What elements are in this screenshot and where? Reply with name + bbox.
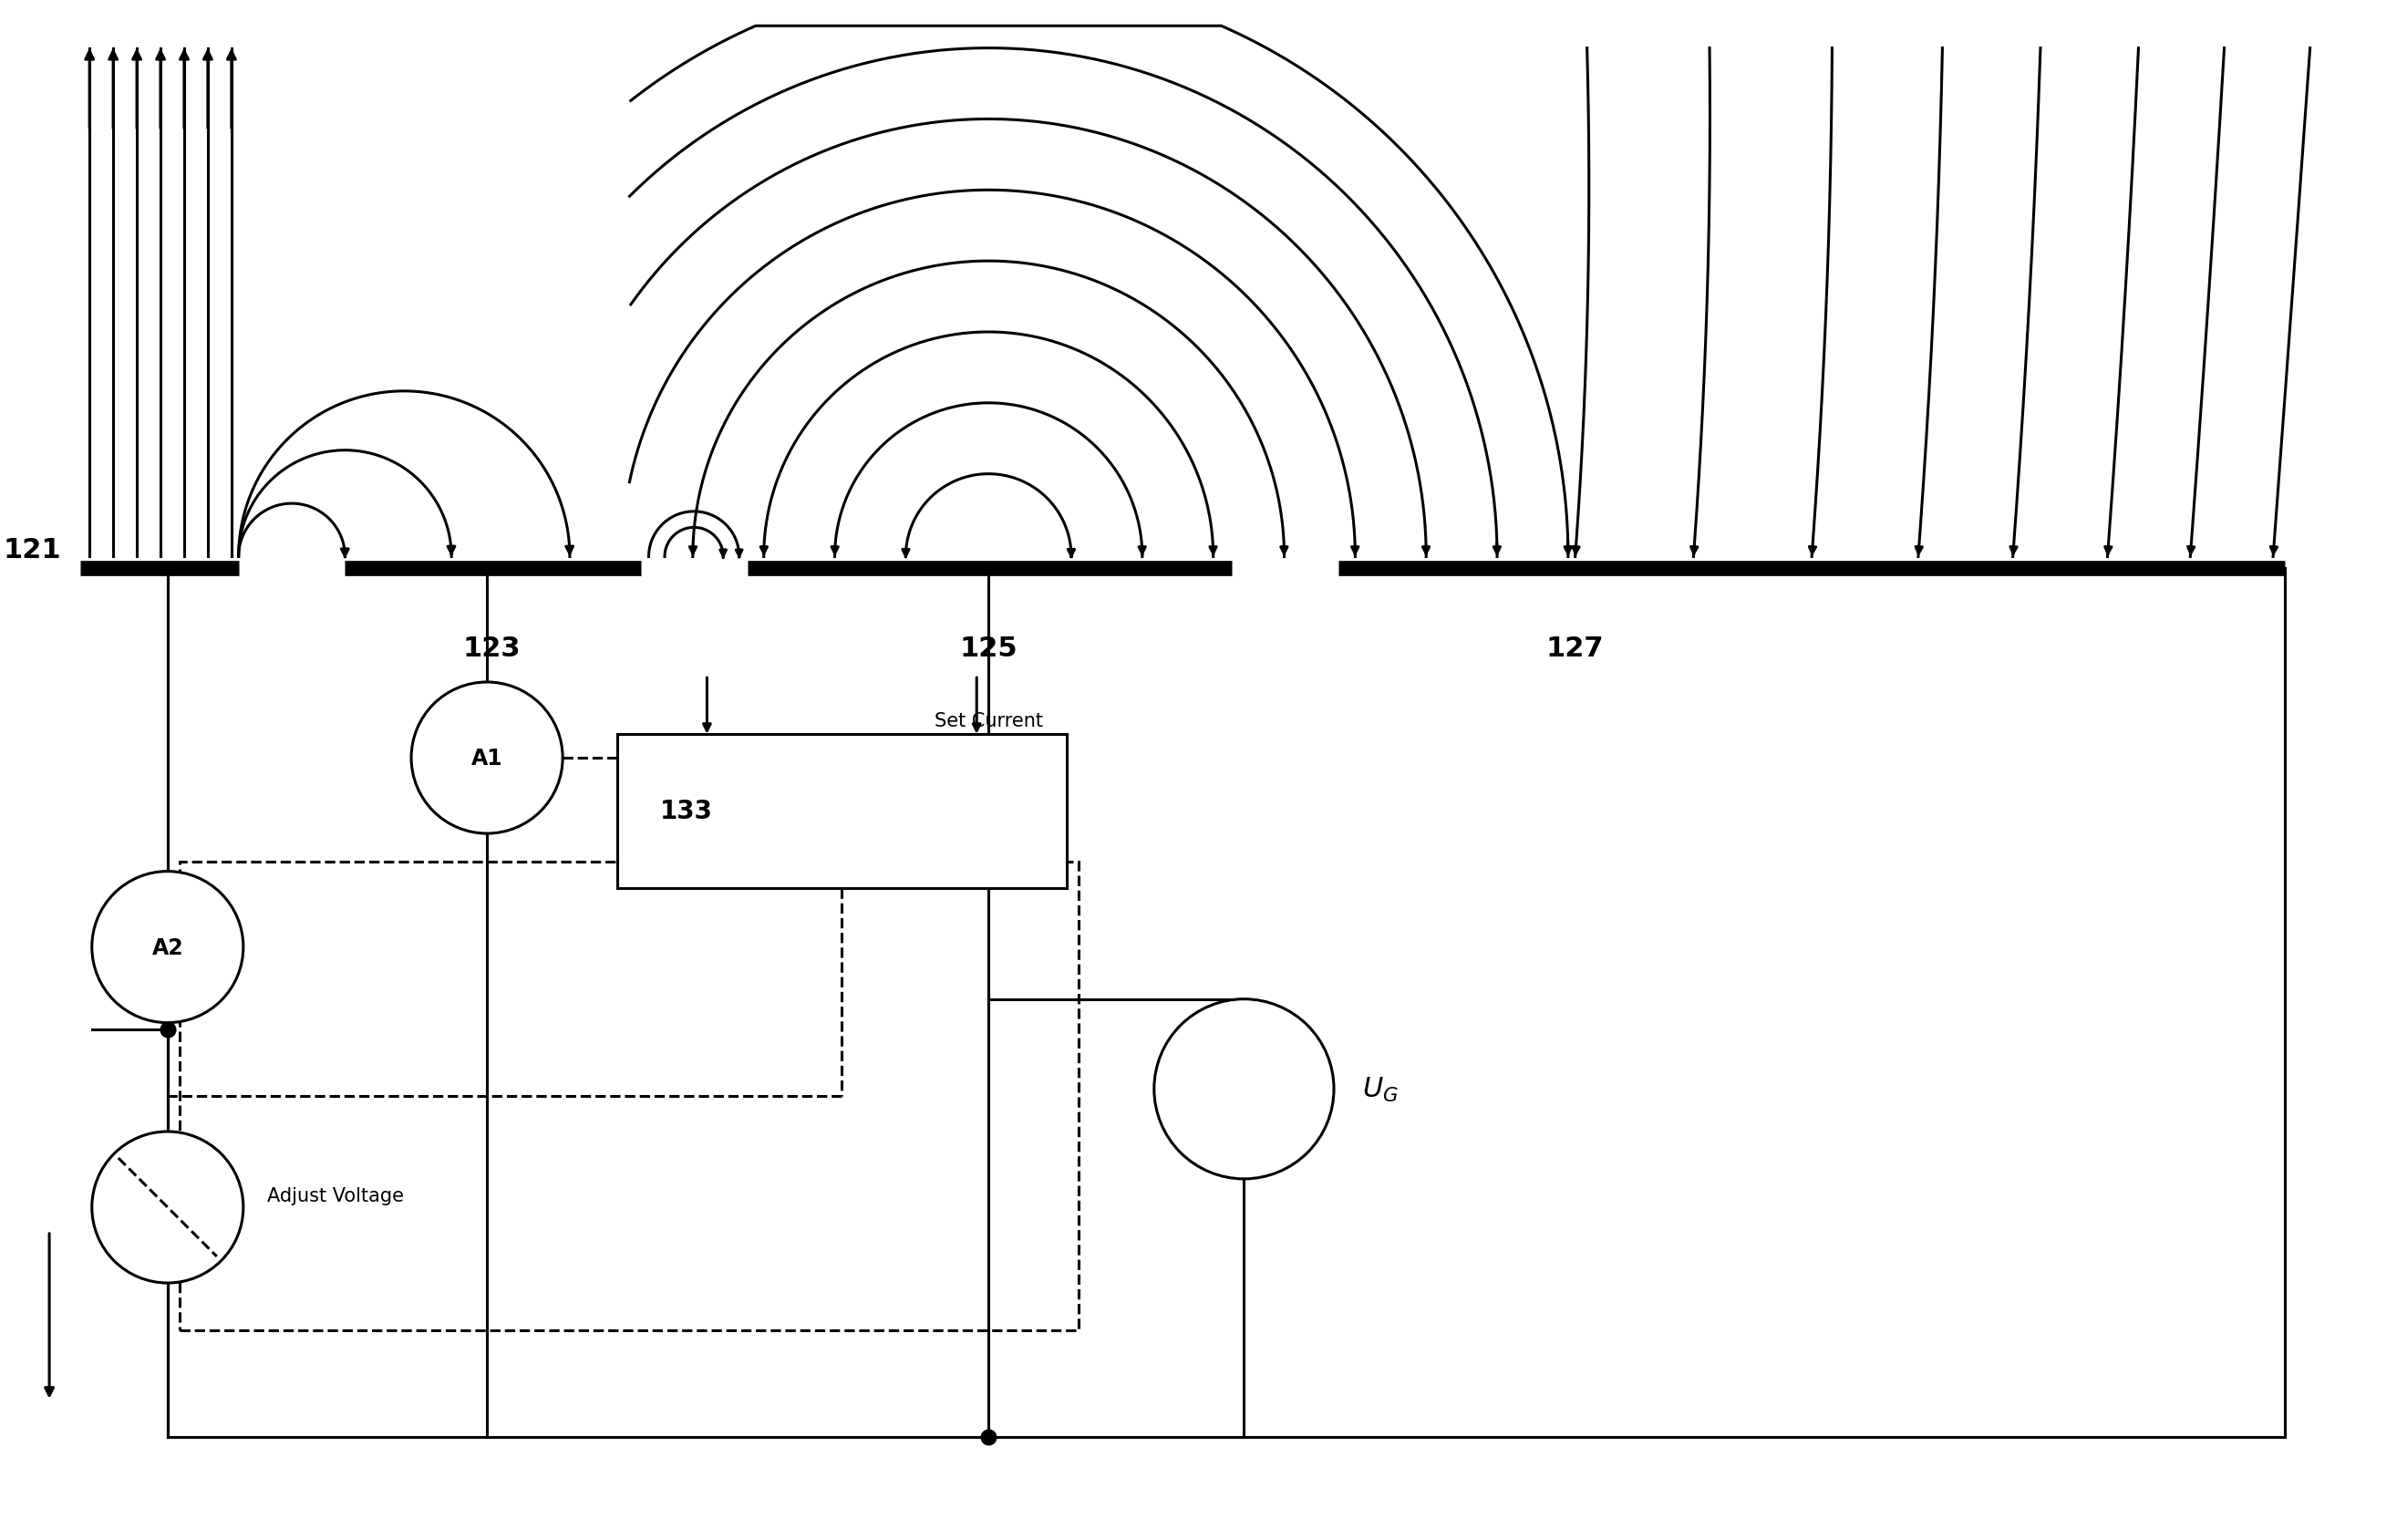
Text: 129: 129 <box>91 922 149 949</box>
Text: 125: 125 <box>960 634 1018 662</box>
Text: 131: 131 <box>657 810 710 836</box>
Text: Adjust Voltage: Adjust Voltage <box>267 1186 404 1204</box>
Text: 121: 121 <box>2 537 60 564</box>
Text: 133: 133 <box>660 799 712 824</box>
Text: Value = 0: Value = 0 <box>941 778 1035 795</box>
Circle shape <box>91 872 243 1023</box>
Text: Set Current: Set Current <box>934 711 1042 730</box>
Text: 123: 123 <box>462 634 520 662</box>
Text: A1: A1 <box>472 747 503 768</box>
Circle shape <box>91 1132 243 1283</box>
Text: 135: 135 <box>91 1194 149 1221</box>
Text: $U_G$: $U_G$ <box>1362 1075 1398 1103</box>
Bar <box>616 735 1066 889</box>
Text: 127: 127 <box>1545 634 1603 662</box>
Bar <box>181 862 1078 1331</box>
Circle shape <box>1153 999 1333 1180</box>
Circle shape <box>412 682 563 833</box>
Text: A2: A2 <box>152 936 183 958</box>
